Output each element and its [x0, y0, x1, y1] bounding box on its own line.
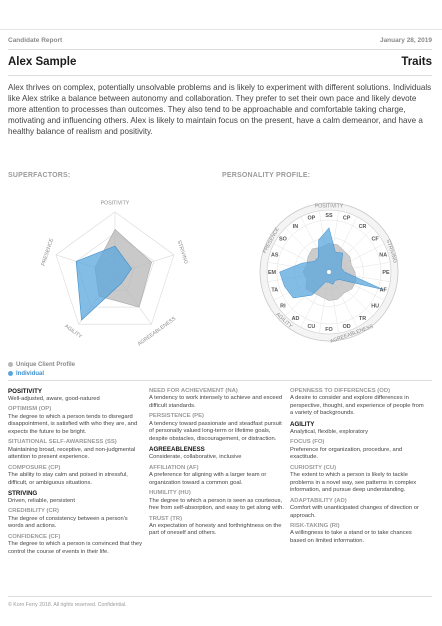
facet-code-label: SO	[279, 236, 287, 242]
trait-term: PERSISTENCE (PE)	[149, 413, 204, 420]
candidate-name: Alex Sample	[8, 56, 77, 68]
legend-label-profile: Unique Client Profile	[16, 361, 76, 368]
facet-code-label: OP	[307, 216, 315, 222]
trait-term: FOCUS (FO)	[290, 439, 325, 446]
trait-term: RISK-TAKING (RI)	[290, 523, 340, 530]
trait-description: A willingness to take a stand or to take…	[290, 530, 412, 544]
facet-code-label: TR	[359, 316, 366, 322]
trait-definitions: POSITIVITY Well-adjusted, aware, good-nat…	[8, 385, 432, 556]
trait-description: The degree to which a person is convince…	[8, 541, 143, 555]
trait-description: Comfort with unanticipated changes of di…	[290, 505, 419, 519]
superfactors-label: SUPERFACTORS:	[8, 172, 71, 179]
divider	[8, 75, 432, 76]
trait-term: CREDIBILITY (CR)	[8, 508, 59, 515]
chart-legend: Unique Client Profile Individual	[8, 360, 75, 378]
legend-label-individual: Individual	[16, 370, 45, 377]
facet-code-label: NA	[379, 252, 387, 258]
trait-description: Analytical, flexible, exploratory	[290, 428, 368, 435]
section-title: Traits	[401, 56, 432, 68]
report-date: January 28, 2019	[379, 37, 432, 44]
trait-term: OPENNESS TO DIFFERENCES (OD)	[290, 388, 391, 394]
trait-term: CURIOSITY (CU)	[290, 464, 337, 471]
definitions-column-1: POSITIVITY Well-adjusted, aware, good-nat…	[8, 385, 149, 556]
trait-description: Considerate, collaborative, inclusive	[149, 454, 242, 461]
radar-grid-ring	[55, 211, 175, 325]
personality-profile-radar-chart: OP SS CP CR CF NA PE AF HU TR OD FO CU AD RI TA EM AS SO IN…	[259, 202, 399, 345]
trait-term: ADAPTABILITY (AD)	[290, 497, 347, 504]
divider	[8, 596, 432, 597]
superfactors-radar-chart: POSITIVITY STRIVING AGREEABLENESS AGILITY PR…	[41, 200, 189, 348]
trait-description: The degree to which a person is seen as …	[149, 497, 285, 512]
facet-code-label: TA	[271, 288, 278, 294]
axis-label: AGREEABLENESS	[137, 316, 178, 348]
definitions-column-3: OPENNESS TO DIFFERENCES (OD) A desire to …	[290, 385, 431, 556]
radar-grid-ring	[276, 219, 382, 325]
group-label: POSITIVITY	[315, 203, 344, 209]
trait-term: COMPOSURE (CP)	[8, 464, 61, 471]
facet-code-label: CF	[372, 236, 380, 242]
copyright-footer: © Korn Ferry 2018. All rights reserved. …	[8, 602, 127, 608]
facet-code-label: IN	[293, 224, 298, 230]
trait-description: The extent to which a person is likely t…	[290, 472, 417, 494]
definitions-column-2: NEED FOR ACHIEVEMENT (NA) A tendency to w…	[149, 385, 290, 556]
trait-description: Well-adjusted, aware, good-natured	[8, 395, 100, 402]
legend-swatch-profile	[8, 362, 13, 367]
trait-description: The ability to stay calm and poised in s…	[8, 472, 128, 486]
facet-code-label: HU	[371, 303, 379, 309]
trait-description: A tendency toward passionate and steadfa…	[149, 420, 282, 442]
legend-swatch-individual	[8, 371, 13, 376]
facet-code-label: FO	[325, 327, 333, 333]
trait-term: POSITIVITY	[8, 388, 43, 395]
trait-term: HUMILITY (HU)	[149, 490, 191, 497]
facet-code-label: AF	[380, 288, 388, 294]
trait-description: Driven, reliable, persistent	[8, 497, 76, 504]
top-bar	[0, 0, 442, 30]
center-dot	[327, 270, 331, 274]
trait-term: NEED FOR ACHIEVEMENT (NA)	[149, 388, 238, 394]
facet-code-label: CR	[359, 224, 367, 230]
divider	[8, 380, 432, 381]
legend-item-profile: Unique Client Profile	[8, 360, 75, 369]
personality-profile-label: PERSONALITY PROFILE:	[222, 172, 311, 179]
facet-code-label: OD	[343, 324, 351, 330]
trait-description: An expectation of honesty and forthright…	[149, 522, 282, 537]
trait-description: A desire to consider and explore differe…	[290, 395, 424, 417]
individual-series-area	[279, 227, 384, 299]
facet-code-label: RI	[280, 303, 286, 309]
facet-code-label: CP	[343, 216, 351, 222]
facet-code-label: AS	[271, 252, 279, 258]
trait-description: Preference for organization, procedure, …	[290, 446, 403, 461]
trait-description: The degree of consistency between a pers…	[8, 515, 128, 530]
axis-label: PRESENCE	[41, 237, 56, 267]
summary-paragraph: Alex thrives on complex, potentially uns…	[8, 83, 432, 136]
trait-description: The degree to which a person tends to di…	[8, 413, 138, 435]
trait-description: A tendency to work intensely to achieve …	[149, 395, 283, 409]
report-label: Candidate Report	[8, 37, 63, 44]
individual-series-area	[75, 245, 132, 321]
facet-code-label: PE	[382, 270, 390, 276]
divider	[8, 49, 432, 50]
axis-label: POSITIVITY	[101, 200, 130, 206]
trait-term: OPTIMISM (OP)	[8, 406, 52, 413]
axis-label: AGILITY	[63, 323, 83, 340]
legend-item-individual: Individual	[8, 369, 75, 378]
trait-description: Maintaining broad, receptive, and non-ju…	[8, 446, 136, 461]
trait-term: CONFIDENCE (CF)	[8, 533, 61, 540]
facet-code-label: SS	[325, 213, 333, 219]
axis-label: STRIVING	[176, 240, 189, 265]
trait-term: SITUATIONAL SELF-AWARENESS (SS)	[8, 439, 117, 446]
trait-term: TRUST (TR)	[149, 515, 183, 522]
trait-term: AGREEABLENESS	[149, 446, 205, 454]
facet-code-label: EM	[268, 270, 277, 276]
trait-term: STRIVING	[8, 490, 38, 498]
facet-code-label: CU	[307, 324, 315, 330]
trait-description: A preference for aligning with a larger …	[149, 472, 267, 486]
trait-term: AFFILIATION (AF)	[149, 464, 199, 471]
radar-grid-ring	[75, 232, 155, 308]
trait-term: AGILITY	[290, 420, 315, 428]
facet-code-label: AD	[292, 316, 300, 322]
